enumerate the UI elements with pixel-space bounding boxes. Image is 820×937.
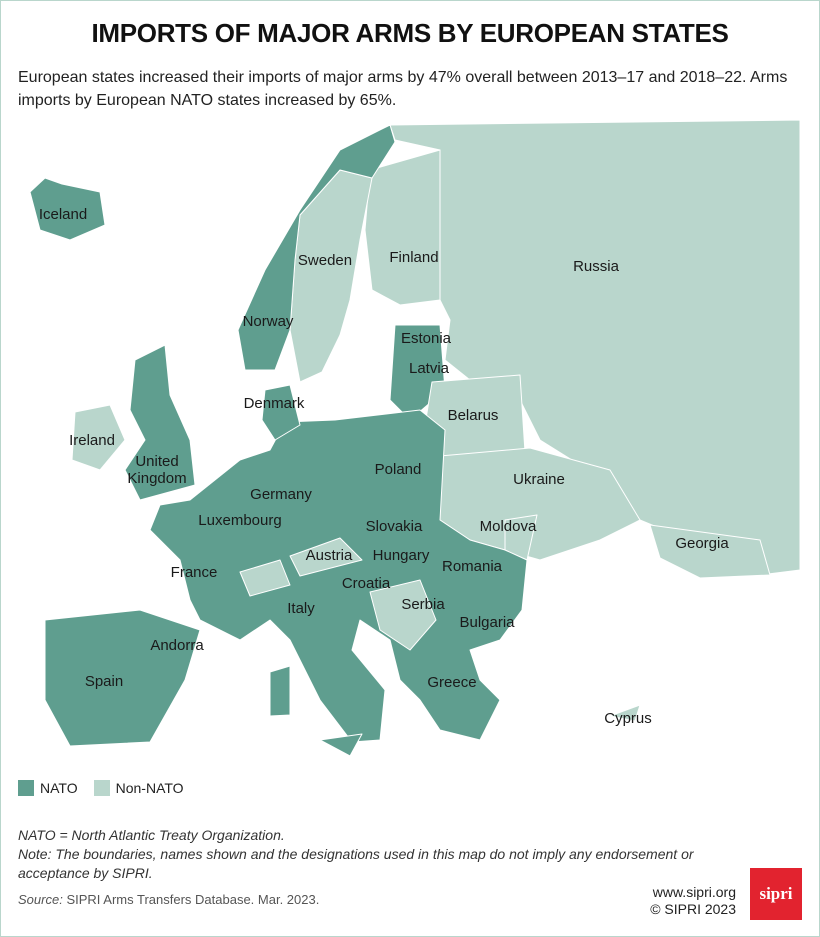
country-label: Ukraine: [513, 471, 565, 488]
country-label: Greece: [427, 674, 476, 691]
georgia-shape: [649, 524, 771, 579]
country-label: Georgia: [675, 535, 729, 552]
country-label: Romania: [442, 558, 503, 575]
country-label: Latvia: [409, 360, 450, 377]
continental-shape: [149, 409, 528, 743]
country-label: Italy: [287, 600, 315, 617]
country-label: Luxembourg: [198, 512, 281, 529]
austria-shape: [289, 537, 363, 577]
url: www.sipri.org: [652, 884, 736, 900]
uk-shape: [124, 344, 196, 501]
country-label: Spain: [85, 673, 123, 690]
norway-shape: [237, 124, 396, 371]
cyprus-shape: [609, 704, 641, 722]
country-label: United Kingdom: [127, 453, 186, 487]
notes: NATO = North Atlantic Treaty Organizatio…: [18, 826, 758, 883]
country-label: Belarus: [448, 407, 499, 424]
sardinia-shape: [269, 665, 291, 717]
note: Note: The boundaries, names shown and th…: [18, 846, 694, 881]
subtitle: European states increased their imports …: [18, 69, 788, 109]
country-label: Ireland: [69, 432, 115, 449]
country-label: Serbia: [401, 596, 445, 613]
iberia-shape: [44, 609, 201, 747]
map: Iceland Sweden Finland Russia Norway Estonia L…: [29, 119, 801, 757]
country-label: Denmark: [244, 395, 305, 412]
title: IMPORTS OF MAJOR ARMS BY EUROPEAN STATES: [91, 18, 729, 48]
country-label: France: [171, 564, 218, 581]
country-labels: Iceland Sweden Finland Russia Norway Estonia L…: [39, 206, 730, 727]
sweden-shape: [289, 169, 373, 383]
switzerland-shape: [239, 559, 291, 597]
footer: www.sipri.org © SIPRI 2023: [650, 884, 736, 918]
country-label: Moldova: [480, 518, 537, 535]
country-label: Austria: [306, 547, 353, 564]
country-label: Germany: [250, 486, 312, 503]
country-label: Norway: [243, 313, 294, 330]
country-label: Bulgaria: [459, 614, 515, 631]
note: NATO = North Atlantic Treaty Organizatio…: [18, 827, 285, 843]
sicily-shape: [319, 733, 363, 757]
country-label: Cyprus: [604, 710, 652, 727]
legend-label: Non-NATO: [115, 780, 184, 796]
finland-shape: [364, 149, 441, 306]
ireland-shape: [71, 404, 126, 471]
legend: NATO Non-NATO: [18, 780, 184, 796]
country-label: Sweden: [298, 252, 352, 269]
country-label: Iceland: [39, 206, 87, 223]
country-label: Finland: [389, 249, 438, 266]
country-label: Slovakia: [366, 518, 423, 535]
denmark-shape: [261, 384, 301, 441]
source: Source: SIPRI Arms Transfers Database. M…: [18, 892, 319, 907]
country-label: Croatia: [342, 575, 391, 592]
copyright: © SIPRI 2023: [650, 901, 736, 917]
country-label: Andorra: [150, 637, 204, 654]
legend-swatch: [93, 780, 110, 796]
source-prefix: Source:: [18, 892, 63, 907]
legend-swatch: [18, 780, 34, 796]
legend-label: NATO: [40, 780, 78, 796]
iceland-shape: [29, 177, 106, 241]
logo: sipri: [750, 868, 802, 920]
legend-item: NATO: [18, 780, 78, 796]
legend-item: Non-NATO: [93, 780, 184, 796]
country-label: Estonia: [401, 330, 452, 347]
source-text: SIPRI Arms Transfers Database. Mar. 2023…: [66, 892, 320, 907]
country-label: Poland: [375, 461, 422, 478]
country-label: Russia: [573, 258, 620, 275]
serbia-shape: [369, 579, 437, 651]
country-label: Hungary: [373, 547, 430, 564]
